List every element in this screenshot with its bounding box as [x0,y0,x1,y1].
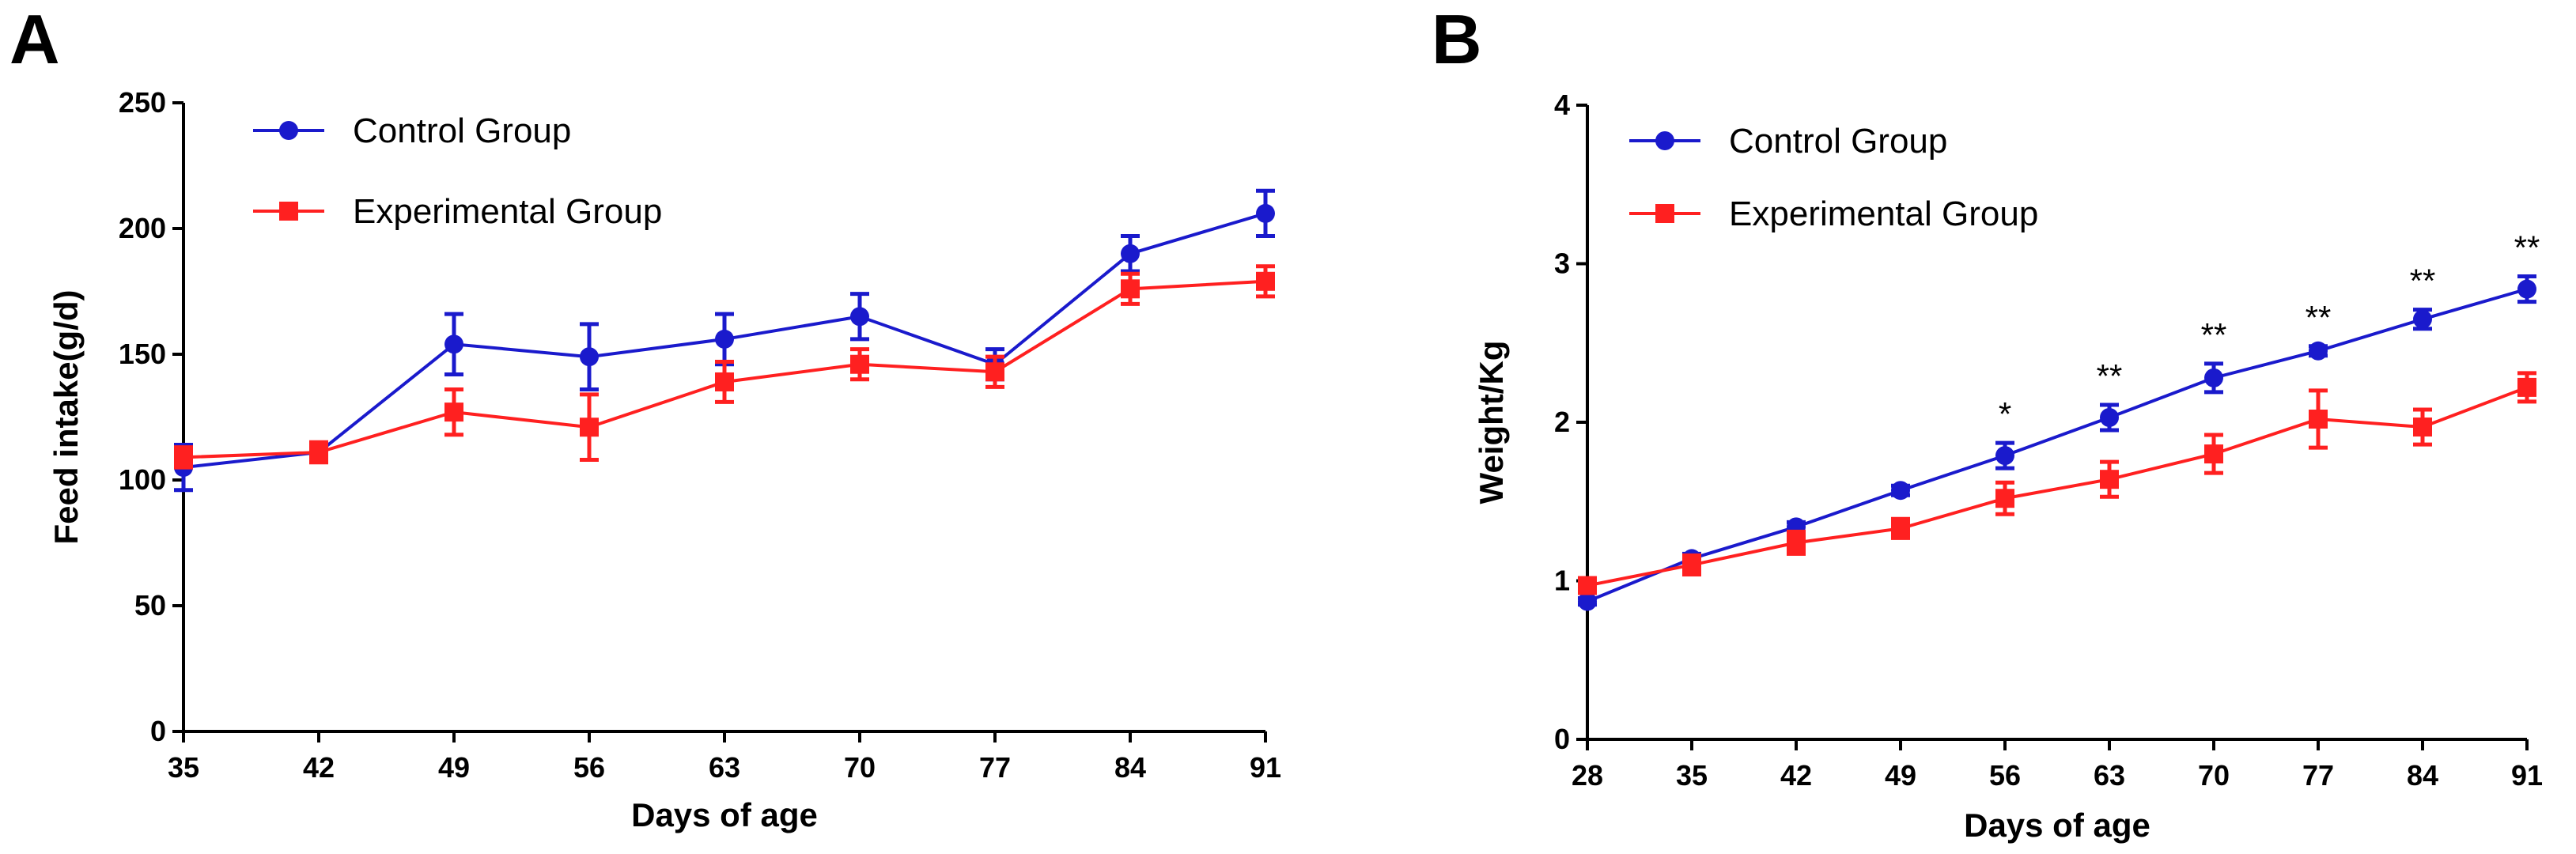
data-point-square [309,443,328,463]
significance-marker: ** [2306,299,2332,336]
panel-label-b: B [1432,0,1482,78]
data-point-square [1578,576,1597,595]
chart-panel-b: 0 1 2 3 4 28 35 42 49 56 63 70 77 84 91 Days of age Weig… [1473,89,2543,844]
data-point-circle [580,347,599,367]
x-axis-title: Days of age [631,796,818,833]
data-point-square [985,362,1004,382]
data-point-square [850,354,869,374]
y-tick-label: 1 [1554,565,1570,597]
x-tick-label: 91 [2511,759,2543,792]
y-axis-title: Feed intake(g/d) [47,289,85,544]
data-point-square [2204,444,2223,464]
legend-label: Control Group [353,111,571,150]
x-tick-label: 49 [1885,759,1916,792]
legend-marker-square [1655,204,1674,223]
data-point-square [174,448,193,467]
x-tick-label: 49 [438,751,470,784]
legend-marker-circle [279,121,298,140]
significance-marker: ** [2514,229,2540,266]
y-tick-label: 250 [119,86,166,119]
x-tick-label: 42 [1780,759,1812,792]
significance-marker: ** [2201,316,2227,353]
significance-marker: ** [2410,263,2436,300]
y-tick-label: 200 [119,212,166,244]
y-tick-label: 2 [1554,406,1570,438]
panel-label-a: A [9,0,60,78]
x-tick-label: 70 [2198,759,2230,792]
data-point-circle [850,307,869,327]
data-point-square [444,402,463,422]
x-tick-label: 84 [1114,751,1146,784]
legend-marker-circle [1655,131,1674,150]
data-point-square [2100,470,2119,489]
x-tick-label: 35 [168,751,199,784]
series-line-0 [1587,287,2528,603]
y-tick-label: 0 [150,715,166,747]
data-point-circle [1256,203,1275,223]
data-point-square [580,418,599,437]
legend-label: Control Group [1729,122,1947,161]
x-tick-label: 77 [979,751,1011,784]
x-tick-label: 42 [303,751,335,784]
data-point-square [1256,271,1275,291]
data-point-circle [2309,341,2328,361]
y-tick-label: 0 [1554,723,1570,755]
data-point-circle [2517,279,2536,299]
x-axis-title: Days of age [1964,807,2150,844]
x-tick-label: 56 [573,751,605,784]
series-line-1 [1587,386,2528,588]
x-tick-label: 91 [1250,751,1281,784]
x-tick-label: 77 [2302,759,2334,792]
data-point-square [2413,418,2432,437]
y-tick-label: 150 [119,338,166,370]
legend-marker-square [279,202,298,221]
x-tick-label: 28 [1572,759,1603,792]
y-tick-label: 4 [1554,89,1570,121]
x-tick-label: 70 [844,751,876,784]
data-point-circle [1995,446,2014,466]
y-axis-title: Weight/Kg [1473,341,1510,504]
legend-label: Experimental Group [353,192,662,231]
x-tick-label: 84 [2407,759,2438,792]
data-point-circle [1578,591,1597,611]
data-point-square [715,372,734,391]
data-point-circle [2100,407,2119,427]
significance-marker: ** [2097,357,2123,395]
data-point-circle [715,329,734,349]
y-tick-label: 50 [134,589,166,622]
data-point-circle [2204,368,2223,387]
x-tick-label: 63 [2094,759,2125,792]
data-point-square [1891,519,1910,538]
data-point-square [2517,377,2536,397]
legend-label: Experimental Group [1729,195,2038,233]
data-point-circle [2413,309,2432,329]
data-point-circle [1121,244,1140,263]
data-point-square [2309,409,2328,429]
x-tick-label: 56 [1989,759,2021,792]
data-point-square [1995,489,2014,508]
data-point-square [1787,533,1806,553]
data-point-square [1682,555,1701,575]
data-point-circle [444,334,463,354]
y-tick-label: 3 [1554,248,1570,280]
x-tick-label: 63 [709,751,740,784]
significance-marker: * [1999,395,2011,433]
x-tick-label: 35 [1676,759,1708,792]
y-tick-label: 100 [119,463,166,496]
data-point-square [1121,279,1140,299]
chart-panel-a: 0 50 100 150 200 250 35 42 49 56 63 70 77 84 91 Days of… [47,86,1281,833]
data-point-circle [1891,481,1910,501]
